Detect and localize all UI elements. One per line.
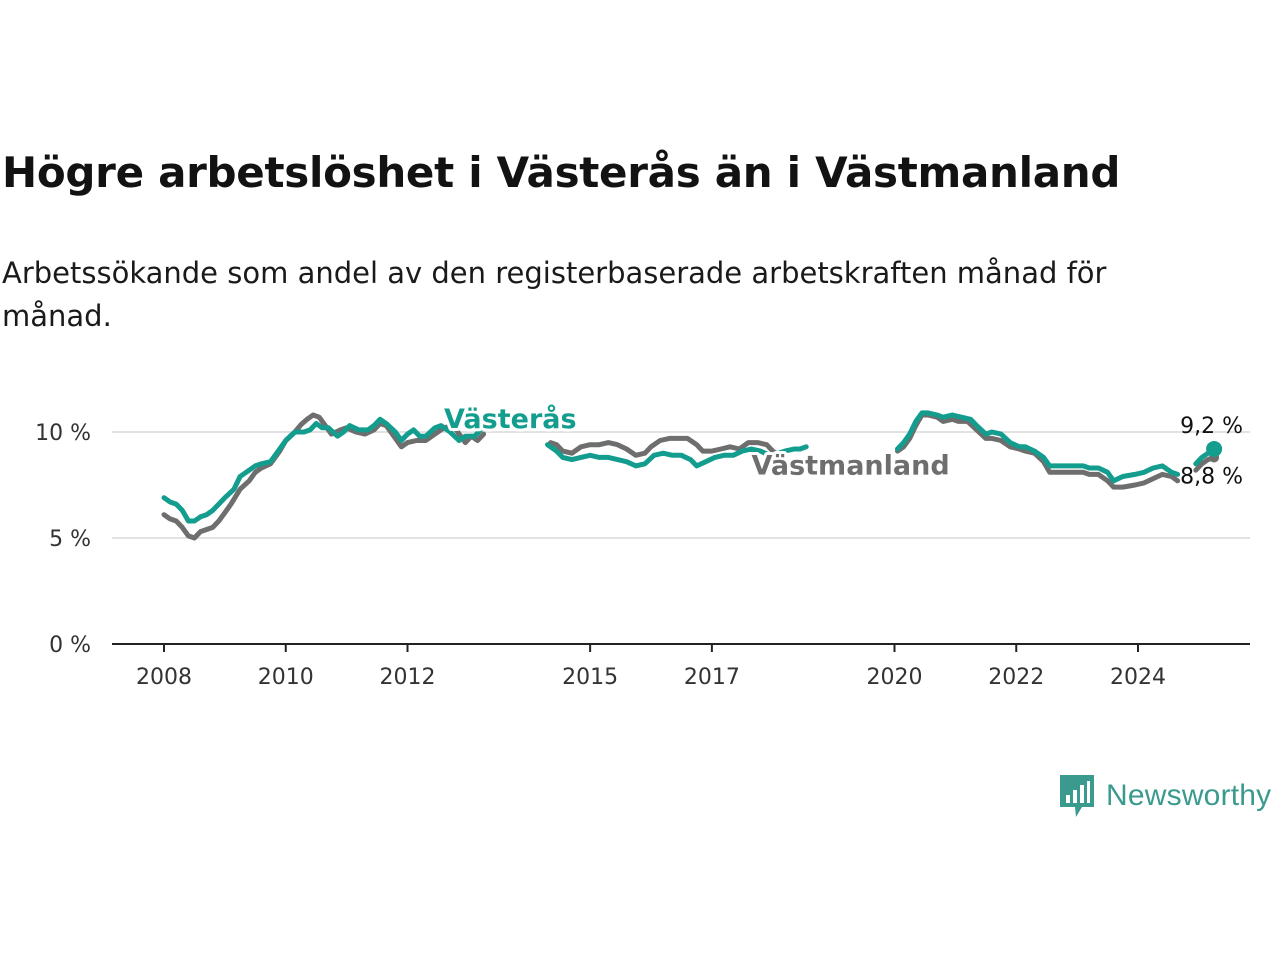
x-tick-label: 2020 [867,665,923,690]
line-chart: 0 %5 %10 % 2008 2010 2012 2015 2017 2020 2022 2… [35,400,1250,690]
series-line [895,410,1181,484]
x-tick-label: 2008 [136,665,192,690]
x-tick-label: 2017 [684,665,740,690]
x-axis-ticks: 2008 2010 2012 2015 2017 2020 2022 2024 [136,644,1166,690]
x-tick-label: 2024 [1110,665,1166,690]
x-tick-label: 2022 [988,665,1044,690]
series-lines [161,410,1217,541]
chart-title: Högre arbetslöshet i Västerås än i Västm… [2,148,1121,197]
series-label: Västerås [444,403,577,435]
x-tick-label: 2015 [562,665,618,690]
x-tick-label: 2012 [380,665,436,690]
end-value-label: 9,2 % [1180,414,1243,439]
y-tick-label: 5 % [49,527,91,552]
series-line [545,442,809,469]
series-line [161,416,484,524]
chart-subtitle: Arbetssökande som andel av den registerb… [2,256,1107,333]
x-tick-label: 2010 [258,665,314,690]
series-label: Västmanland [751,450,949,481]
end-point-marker [1206,440,1223,457]
newsworthy-chart-icon [1060,775,1094,817]
series-labels: Västmanland Västerås 9,2 % 8,8 % [441,400,1243,490]
y-tick-label: 0 % [49,633,91,658]
series-line [548,435,782,458]
brand-name: Newsworthy [1106,779,1272,812]
y-axis-ticks: 0 % 5 % 10 % [35,421,91,658]
end-value-label: 8,8 % [1180,464,1243,489]
newsworthy-logo: Newsworthy [1058,773,1271,819]
series-line [161,412,487,541]
y-tick-label: 10 % [35,421,91,446]
